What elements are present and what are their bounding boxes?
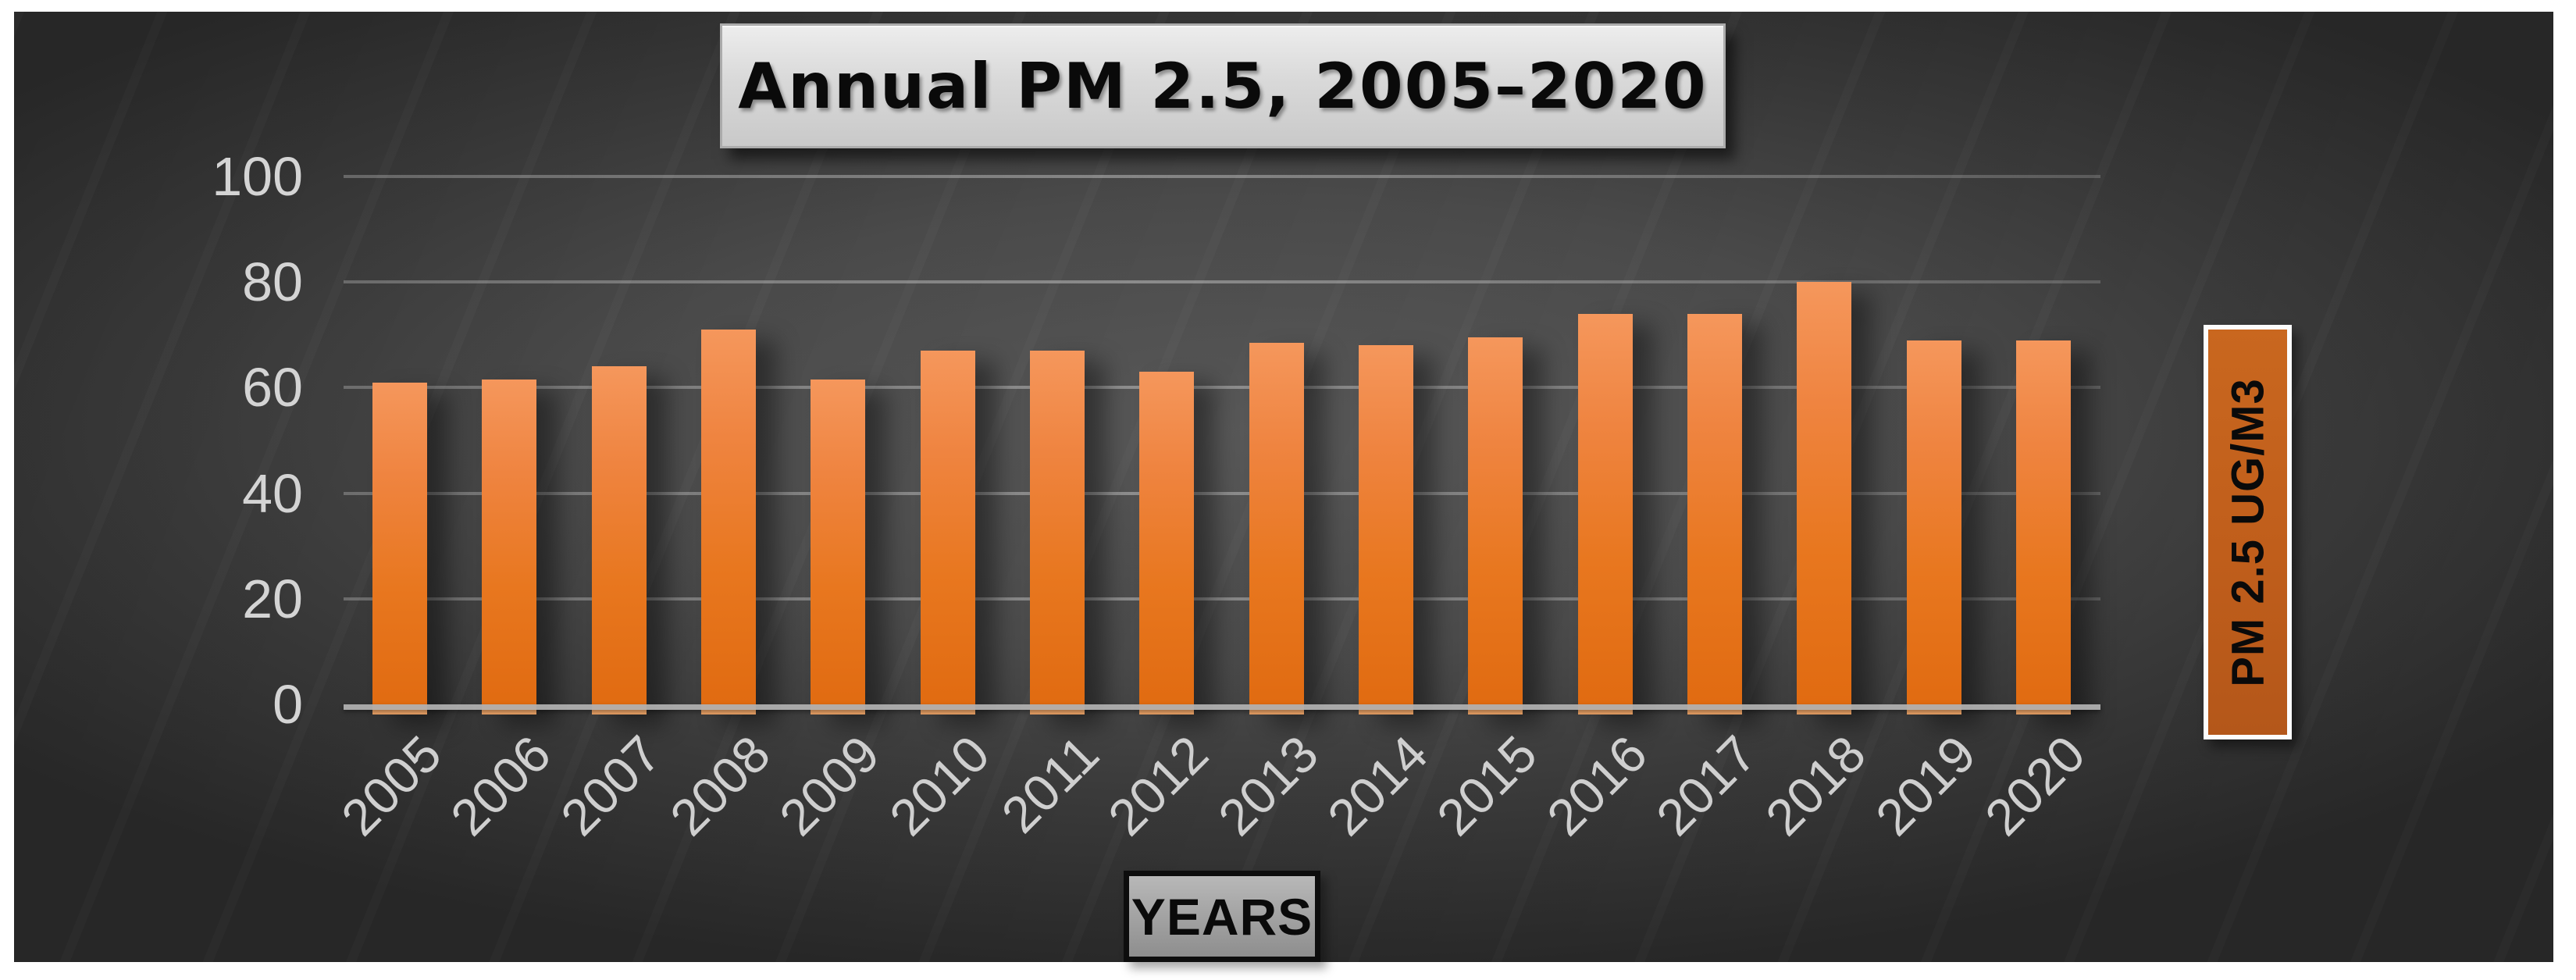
y-tick-20: 20 — [242, 568, 303, 629]
bar-2019 — [1906, 340, 1961, 715]
y-tick-100: 100 — [212, 146, 303, 207]
bar-2007 — [591, 366, 647, 715]
gridline-80 — [344, 280, 2100, 284]
x-axis-line — [344, 704, 2100, 710]
bar-2012 — [1139, 372, 1195, 715]
bar-2013 — [1249, 342, 1304, 715]
y-tick-40: 40 — [242, 462, 303, 524]
chart-title: Annual PM 2.5, 2005–2020 — [738, 49, 1708, 123]
bar-2010 — [920, 351, 975, 715]
bar-2014 — [1358, 345, 1413, 715]
bar-2005 — [372, 382, 427, 715]
bar-2008 — [700, 330, 756, 715]
gridline-60 — [344, 386, 2100, 390]
legend-box: PM 2.5 UG/M3 — [2204, 325, 2292, 739]
y-tick-60: 60 — [242, 357, 303, 419]
bar-2020 — [2015, 340, 2071, 715]
gridline-20 — [344, 597, 2100, 600]
bar-2015 — [1468, 337, 1523, 715]
y-tick-0: 0 — [273, 674, 303, 735]
chart-title-box: Annual PM 2.5, 2005–2020 — [720, 23, 1726, 148]
legend-label: PM 2.5 UG/M3 — [2222, 377, 2273, 687]
x-axis-title-box: YEARS — [1124, 871, 1320, 962]
bar-2017 — [1687, 313, 1742, 715]
x-axis-title: YEARS — [1131, 887, 1313, 946]
bar-2006 — [482, 380, 537, 715]
bar-2018 — [1797, 282, 1852, 715]
gridline-40 — [344, 491, 2100, 495]
y-tick-80: 80 — [242, 251, 303, 313]
bar-2009 — [811, 380, 866, 715]
plot-area — [344, 175, 2100, 715]
bar-2016 — [1577, 313, 1633, 715]
bar-2011 — [1029, 351, 1085, 715]
gridline-100 — [344, 175, 2100, 178]
